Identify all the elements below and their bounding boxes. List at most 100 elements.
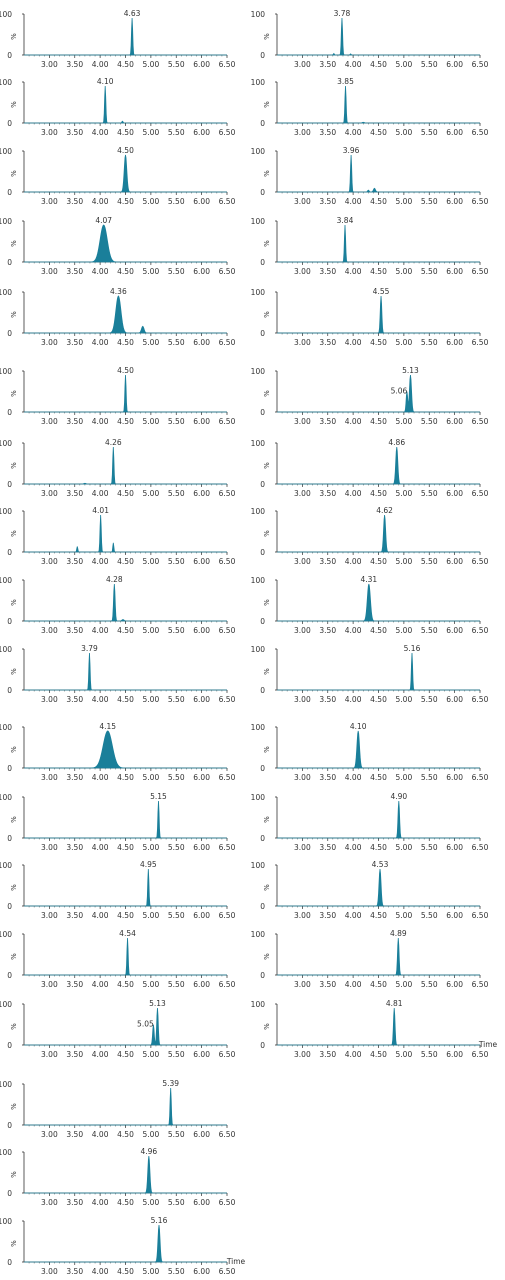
x-tick-label: 4.50 xyxy=(370,417,387,426)
x-tick-label: 6.00 xyxy=(446,980,463,989)
peak-label: 4.81 xyxy=(386,999,403,1008)
y-unit-label: % xyxy=(10,530,18,537)
chromatogram-trace xyxy=(277,937,480,976)
y-tick-label: 100 xyxy=(0,645,12,654)
peak-label: 4.89 xyxy=(390,929,407,938)
x-tick-label: 4.00 xyxy=(92,338,109,347)
peak-label: 4.26 xyxy=(105,438,122,447)
x-tick-label: 5.00 xyxy=(143,843,160,852)
peak-label: 3.78 xyxy=(334,9,351,18)
x-tick-label: 3.00 xyxy=(294,417,311,426)
x-tick-label: 3.00 xyxy=(41,197,58,206)
peak-label: 4.28 xyxy=(106,575,123,584)
x-tick-label: 4.00 xyxy=(345,695,362,704)
x-tick-label: 5.00 xyxy=(143,128,160,137)
y-tick-label: 100 xyxy=(251,367,266,376)
x-tick-label: 3.50 xyxy=(66,911,83,920)
x-tick-label: 3.00 xyxy=(41,128,58,137)
x-tick-label: 5.50 xyxy=(168,695,185,704)
peak-label: 4.15 xyxy=(99,722,116,731)
x-tick-label: 6.00 xyxy=(446,626,463,635)
x-tick-label: 3.00 xyxy=(41,911,58,920)
x-unit-label: Time xyxy=(478,1040,498,1049)
x-tick-label: 5.50 xyxy=(168,1050,185,1059)
x-tick-label: 3.00 xyxy=(294,1050,311,1059)
y-unit-label: % xyxy=(10,599,18,606)
y-tick-label: 100 xyxy=(251,78,266,87)
y-unit-label: % xyxy=(10,884,18,891)
x-tick-label: 4.00 xyxy=(92,1050,109,1059)
x-tick-label: 4.50 xyxy=(117,489,134,498)
x-tick-label: 6.00 xyxy=(446,60,463,69)
x-tick-label: 4.00 xyxy=(92,773,109,782)
x-tick-label: 6.50 xyxy=(219,197,236,206)
y-tick-label: 0 xyxy=(260,188,265,197)
x-tick-label: 3.00 xyxy=(41,1050,58,1059)
y-tick-label: 0 xyxy=(7,764,12,773)
x-tick-label: 5.00 xyxy=(396,338,413,347)
y-tick-label: 100 xyxy=(0,10,12,19)
x-tick-label: 5.00 xyxy=(396,843,413,852)
x-tick-label: 4.50 xyxy=(117,338,134,347)
x-tick-label: 3.00 xyxy=(41,60,58,69)
chromatogram-panel: 100 0% 3.00 3.50 4.00 4.50 5.00 5.50 6.00 6.50 3.7… xyxy=(251,9,489,69)
x-tick-label: 4.00 xyxy=(92,128,109,137)
y-unit-label: % xyxy=(10,1240,18,1247)
x-tick-label: 5.50 xyxy=(168,267,185,276)
y-unit-label: % xyxy=(263,668,271,675)
x-tick-label: 6.50 xyxy=(472,695,489,704)
chromatogram-trace xyxy=(277,85,480,124)
peak-label: 3.96 xyxy=(343,146,360,155)
x-tick-label: 4.50 xyxy=(370,338,387,347)
chromatogram-trace xyxy=(24,868,227,907)
chromatogram-trace xyxy=(277,583,480,622)
x-tick-label: 4.00 xyxy=(92,489,109,498)
x-tick-label: 6.00 xyxy=(446,128,463,137)
x-tick-label: 6.50 xyxy=(472,128,489,137)
x-tick-label: 6.50 xyxy=(472,911,489,920)
chromatogram-panel: 100 0% 3.00 3.50 4.00 4.50 5.00 5.50 6.00 6.50 4.8… xyxy=(251,999,489,1059)
y-tick-label: 0 xyxy=(7,119,12,128)
x-tick-label: 6.00 xyxy=(193,1050,210,1059)
x-tick-label: 6.00 xyxy=(446,489,463,498)
y-unit-label: % xyxy=(263,884,271,891)
x-tick-label: 5.00 xyxy=(396,1050,413,1059)
peak-label: 4.01 xyxy=(92,506,109,515)
y-tick-label: 100 xyxy=(251,217,266,226)
x-tick-label: 3.50 xyxy=(66,267,83,276)
y-tick-label: 0 xyxy=(7,480,12,489)
chromatogram-panel: 100 0% 3.00 3.50 4.00 4.50 5.00 5.50 6.00 6.50 4.3… xyxy=(251,575,489,635)
x-tick-label: 4.00 xyxy=(345,128,362,137)
x-tick-label: 6.50 xyxy=(219,695,236,704)
x-tick-label: 6.00 xyxy=(193,60,210,69)
chromatogram-trace xyxy=(277,446,480,485)
x-tick-label: 5.50 xyxy=(421,695,438,704)
y-tick-label: 100 xyxy=(251,10,266,19)
peak-label: 5.16 xyxy=(404,644,421,653)
chromatogram-panel: 100 0% 3.00 3.50 4.00 4.50 5.00 5.50 6.00 6.50 4.0… xyxy=(0,506,236,566)
y-tick-label: 0 xyxy=(7,258,12,267)
x-tick-label: 4.00 xyxy=(345,773,362,782)
x-tick-label: 4.50 xyxy=(117,60,134,69)
y-tick-label: 0 xyxy=(260,258,265,267)
chromatogram-trace xyxy=(277,652,480,691)
y-tick-label: 0 xyxy=(7,329,12,338)
x-tick-label: 3.00 xyxy=(41,417,58,426)
x-tick-label: 3.00 xyxy=(41,557,58,566)
x-tick-label: 4.00 xyxy=(345,980,362,989)
peak-label: 3.84 xyxy=(337,216,354,225)
x-tick-label: 6.00 xyxy=(446,267,463,276)
peak-label: 4.54 xyxy=(119,929,136,938)
peak-label: 3.85 xyxy=(337,77,354,86)
x-tick-label: 3.00 xyxy=(294,267,311,276)
x-tick-label: 3.50 xyxy=(66,128,83,137)
x-unit-label: Time xyxy=(226,1257,246,1266)
x-tick-label: 4.50 xyxy=(370,1050,387,1059)
chromatogram-trace xyxy=(277,800,480,839)
x-tick-label: 6.00 xyxy=(193,489,210,498)
x-tick-label: 6.50 xyxy=(219,557,236,566)
x-tick-label: 3.50 xyxy=(66,1050,83,1059)
x-tick-label: 4.00 xyxy=(92,417,109,426)
x-tick-label: 3.50 xyxy=(66,626,83,635)
x-tick-label: 5.00 xyxy=(143,197,160,206)
